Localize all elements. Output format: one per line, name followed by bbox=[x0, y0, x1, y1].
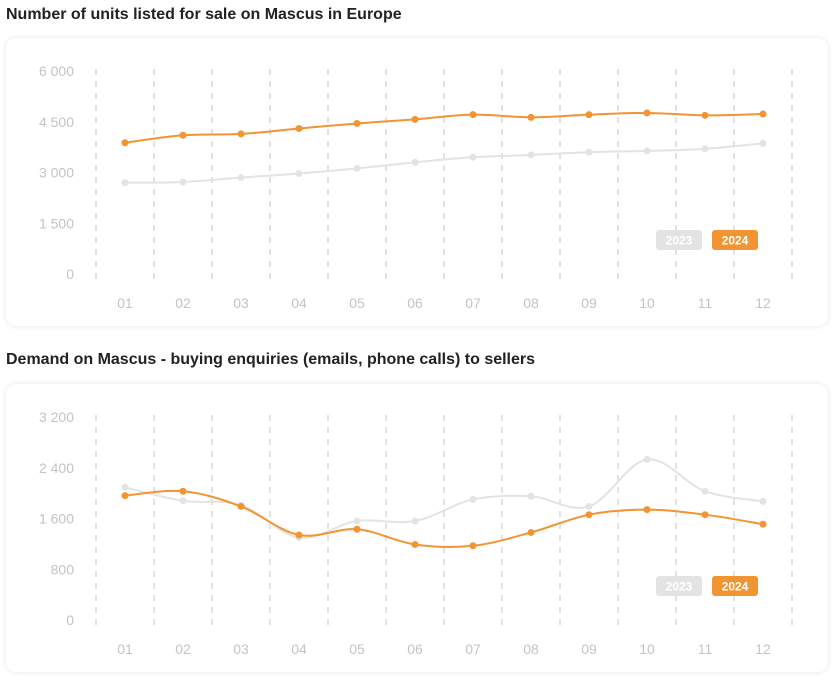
data-point-2023 bbox=[353, 517, 361, 525]
data-point-2024 bbox=[179, 131, 187, 139]
data-point-2023 bbox=[759, 497, 767, 505]
demand-enquiries-chart: 3 200 2 400 1 600 800 0 01 02 03 04 05 06 07 08 09 10 1… bbox=[39, 409, 793, 657]
y-tick-label: 0 bbox=[66, 266, 74, 282]
series-line-2024 bbox=[124, 489, 764, 549]
y-tick-label: 6 000 bbox=[39, 63, 74, 79]
x-tick-label: 12 bbox=[755, 641, 771, 657]
data-point-2023 bbox=[643, 456, 651, 464]
x-tick-label: 03 bbox=[233, 295, 249, 311]
data-point-2024 bbox=[701, 111, 709, 119]
legend-label-2023: 2023 bbox=[666, 234, 693, 248]
x-tick-label: 11 bbox=[698, 295, 713, 311]
x-tick-label: 10 bbox=[639, 295, 655, 311]
x-tick-label: 05 bbox=[349, 295, 365, 311]
data-point-2023 bbox=[121, 483, 129, 491]
series-line-2024 bbox=[124, 111, 764, 144]
data-point-2024 bbox=[759, 110, 767, 118]
y-tick-label: 4 500 bbox=[39, 114, 74, 130]
data-point-2024 bbox=[121, 492, 129, 500]
data-point-2023 bbox=[527, 151, 535, 159]
data-point-2024 bbox=[585, 111, 593, 119]
data-point-2024 bbox=[237, 502, 245, 510]
data-point-2024 bbox=[469, 542, 477, 550]
x-tick-label: 06 bbox=[407, 641, 423, 657]
chart-2-title: Demand on Mascus - buying enquiries (ema… bbox=[6, 351, 536, 368]
data-point-2023 bbox=[469, 153, 477, 161]
data-point-2023 bbox=[237, 174, 245, 182]
data-point-2024 bbox=[179, 487, 187, 495]
data-point-2023 bbox=[295, 170, 303, 178]
y-tick-label: 3 000 bbox=[39, 165, 74, 181]
data-point-2023 bbox=[179, 497, 187, 505]
data-point-2024 bbox=[295, 531, 303, 539]
x-tick-label: 07 bbox=[465, 295, 481, 311]
y-tick-label: 800 bbox=[51, 561, 75, 577]
data-point-2023 bbox=[701, 487, 709, 495]
x-tick-label: 09 bbox=[581, 641, 597, 657]
data-point-2024 bbox=[353, 525, 361, 533]
data-point-2023 bbox=[585, 502, 593, 510]
x-tick-label: 10 bbox=[639, 641, 655, 657]
legend-swatch-2024 bbox=[712, 576, 758, 596]
data-point-2024 bbox=[121, 139, 129, 147]
data-point-2024 bbox=[237, 130, 245, 138]
data-point-2023 bbox=[759, 139, 767, 147]
y-tick-label: 3 200 bbox=[39, 409, 74, 425]
data-point-2024 bbox=[527, 113, 535, 121]
x-tick-label: 05 bbox=[349, 641, 365, 657]
legend-label-2024: 2024 bbox=[722, 234, 749, 248]
x-tick-label: 01 bbox=[117, 641, 133, 657]
data-point-2024 bbox=[643, 109, 651, 117]
data-point-2023 bbox=[353, 164, 361, 172]
chart-1-title: Number of units listed for sale on Mascu… bbox=[6, 6, 402, 23]
data-point-2023 bbox=[527, 492, 535, 500]
data-point-2024 bbox=[353, 119, 361, 127]
x-tick-label: 04 bbox=[291, 641, 307, 657]
y-tick-label: 1 500 bbox=[39, 215, 74, 231]
data-point-2024 bbox=[527, 528, 535, 536]
data-point-2023 bbox=[643, 147, 651, 155]
data-point-2023 bbox=[469, 495, 477, 503]
data-point-2024 bbox=[643, 506, 651, 514]
x-tick-label: 11 bbox=[698, 641, 713, 657]
data-point-2023 bbox=[411, 517, 419, 525]
x-tick-label: 04 bbox=[291, 295, 307, 311]
legend-label-2024: 2024 bbox=[722, 580, 749, 594]
y-tick-label: 1 600 bbox=[39, 511, 74, 527]
legend-swatch-2024 bbox=[712, 230, 758, 250]
data-point-2024 bbox=[411, 115, 419, 123]
x-tick-label: 01 bbox=[117, 295, 133, 311]
x-tick-label: 03 bbox=[233, 641, 249, 657]
chart-1-card: 6 000 4 500 3 000 1 500 0 01 02 03 04 05 06 07 08 09 1… bbox=[6, 38, 828, 326]
x-tick-label: 12 bbox=[755, 295, 771, 311]
data-point-2023 bbox=[701, 145, 709, 153]
data-point-2023 bbox=[179, 178, 187, 186]
x-tick-label: 08 bbox=[523, 641, 539, 657]
legend-swatch-2023 bbox=[656, 230, 702, 250]
data-point-2024 bbox=[759, 520, 767, 528]
x-tick-label: 02 bbox=[175, 641, 191, 657]
data-point-2024 bbox=[469, 111, 477, 119]
series-line-2023 bbox=[124, 142, 764, 184]
data-point-2024 bbox=[295, 125, 303, 133]
y-tick-label: 0 bbox=[66, 612, 74, 628]
y-tick-label: 2 400 bbox=[39, 460, 74, 476]
x-tick-label: 08 bbox=[523, 295, 539, 311]
data-point-2023 bbox=[411, 158, 419, 166]
legend-swatch-2023 bbox=[656, 576, 702, 596]
x-tick-label: 09 bbox=[581, 295, 597, 311]
data-point-2024 bbox=[411, 541, 419, 549]
legend-label-2023: 2023 bbox=[666, 580, 693, 594]
data-point-2024 bbox=[701, 511, 709, 519]
x-tick-label: 06 bbox=[407, 295, 423, 311]
chart-2-card: 3 200 2 400 1 600 800 0 01 02 03 04 05 06 07 08 09 10 1… bbox=[6, 384, 828, 672]
x-tick-label: 07 bbox=[465, 641, 481, 657]
units-listed-chart: 6 000 4 500 3 000 1 500 0 01 02 03 04 05 06 07 08 09 1… bbox=[39, 63, 793, 311]
x-tick-label: 02 bbox=[175, 295, 191, 311]
data-point-2023 bbox=[585, 148, 593, 156]
data-point-2023 bbox=[121, 179, 129, 187]
data-point-2024 bbox=[585, 511, 593, 519]
